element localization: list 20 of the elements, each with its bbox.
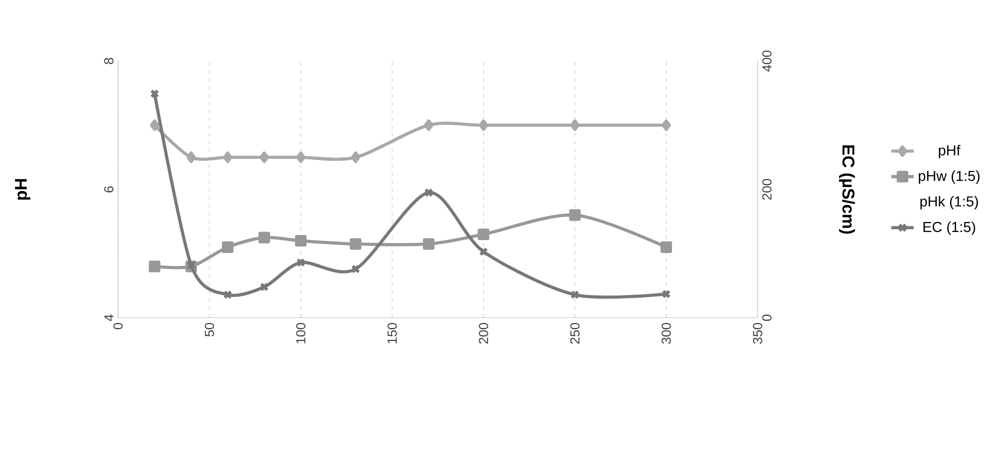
- x-tick-label: 200: [478, 323, 488, 344]
- x-tick-label: 150: [388, 323, 397, 344]
- x-tick-label: 100: [296, 323, 306, 344]
- y2-axis-title: EC (µS/cm): [839, 146, 855, 234]
- y-tick-label: 8: [104, 58, 114, 64]
- legend-label: EC (1:5): [924, 222, 976, 236]
- x-tick-label: 50: [204, 323, 214, 337]
- y2-tick-label: 400: [762, 50, 772, 72]
- y-tick-label: 6: [104, 186, 114, 193]
- x-tick-label: 250: [570, 323, 580, 344]
- x-tick-label: 300: [662, 323, 671, 344]
- y-axis-title: pH: [15, 179, 30, 200]
- x-tick-label: 0: [113, 323, 123, 330]
- x-tick-label: 350: [752, 323, 762, 344]
- y2-tick-label: 200: [762, 179, 772, 200]
- legend-label: pHf: [938, 145, 960, 159]
- y2-tick-label: 0: [762, 314, 772, 322]
- legend-label: pHw (1:5): [918, 170, 980, 184]
- y-tick-label: 4: [104, 314, 114, 322]
- text: pHk (1:5): [920, 196, 978, 210]
